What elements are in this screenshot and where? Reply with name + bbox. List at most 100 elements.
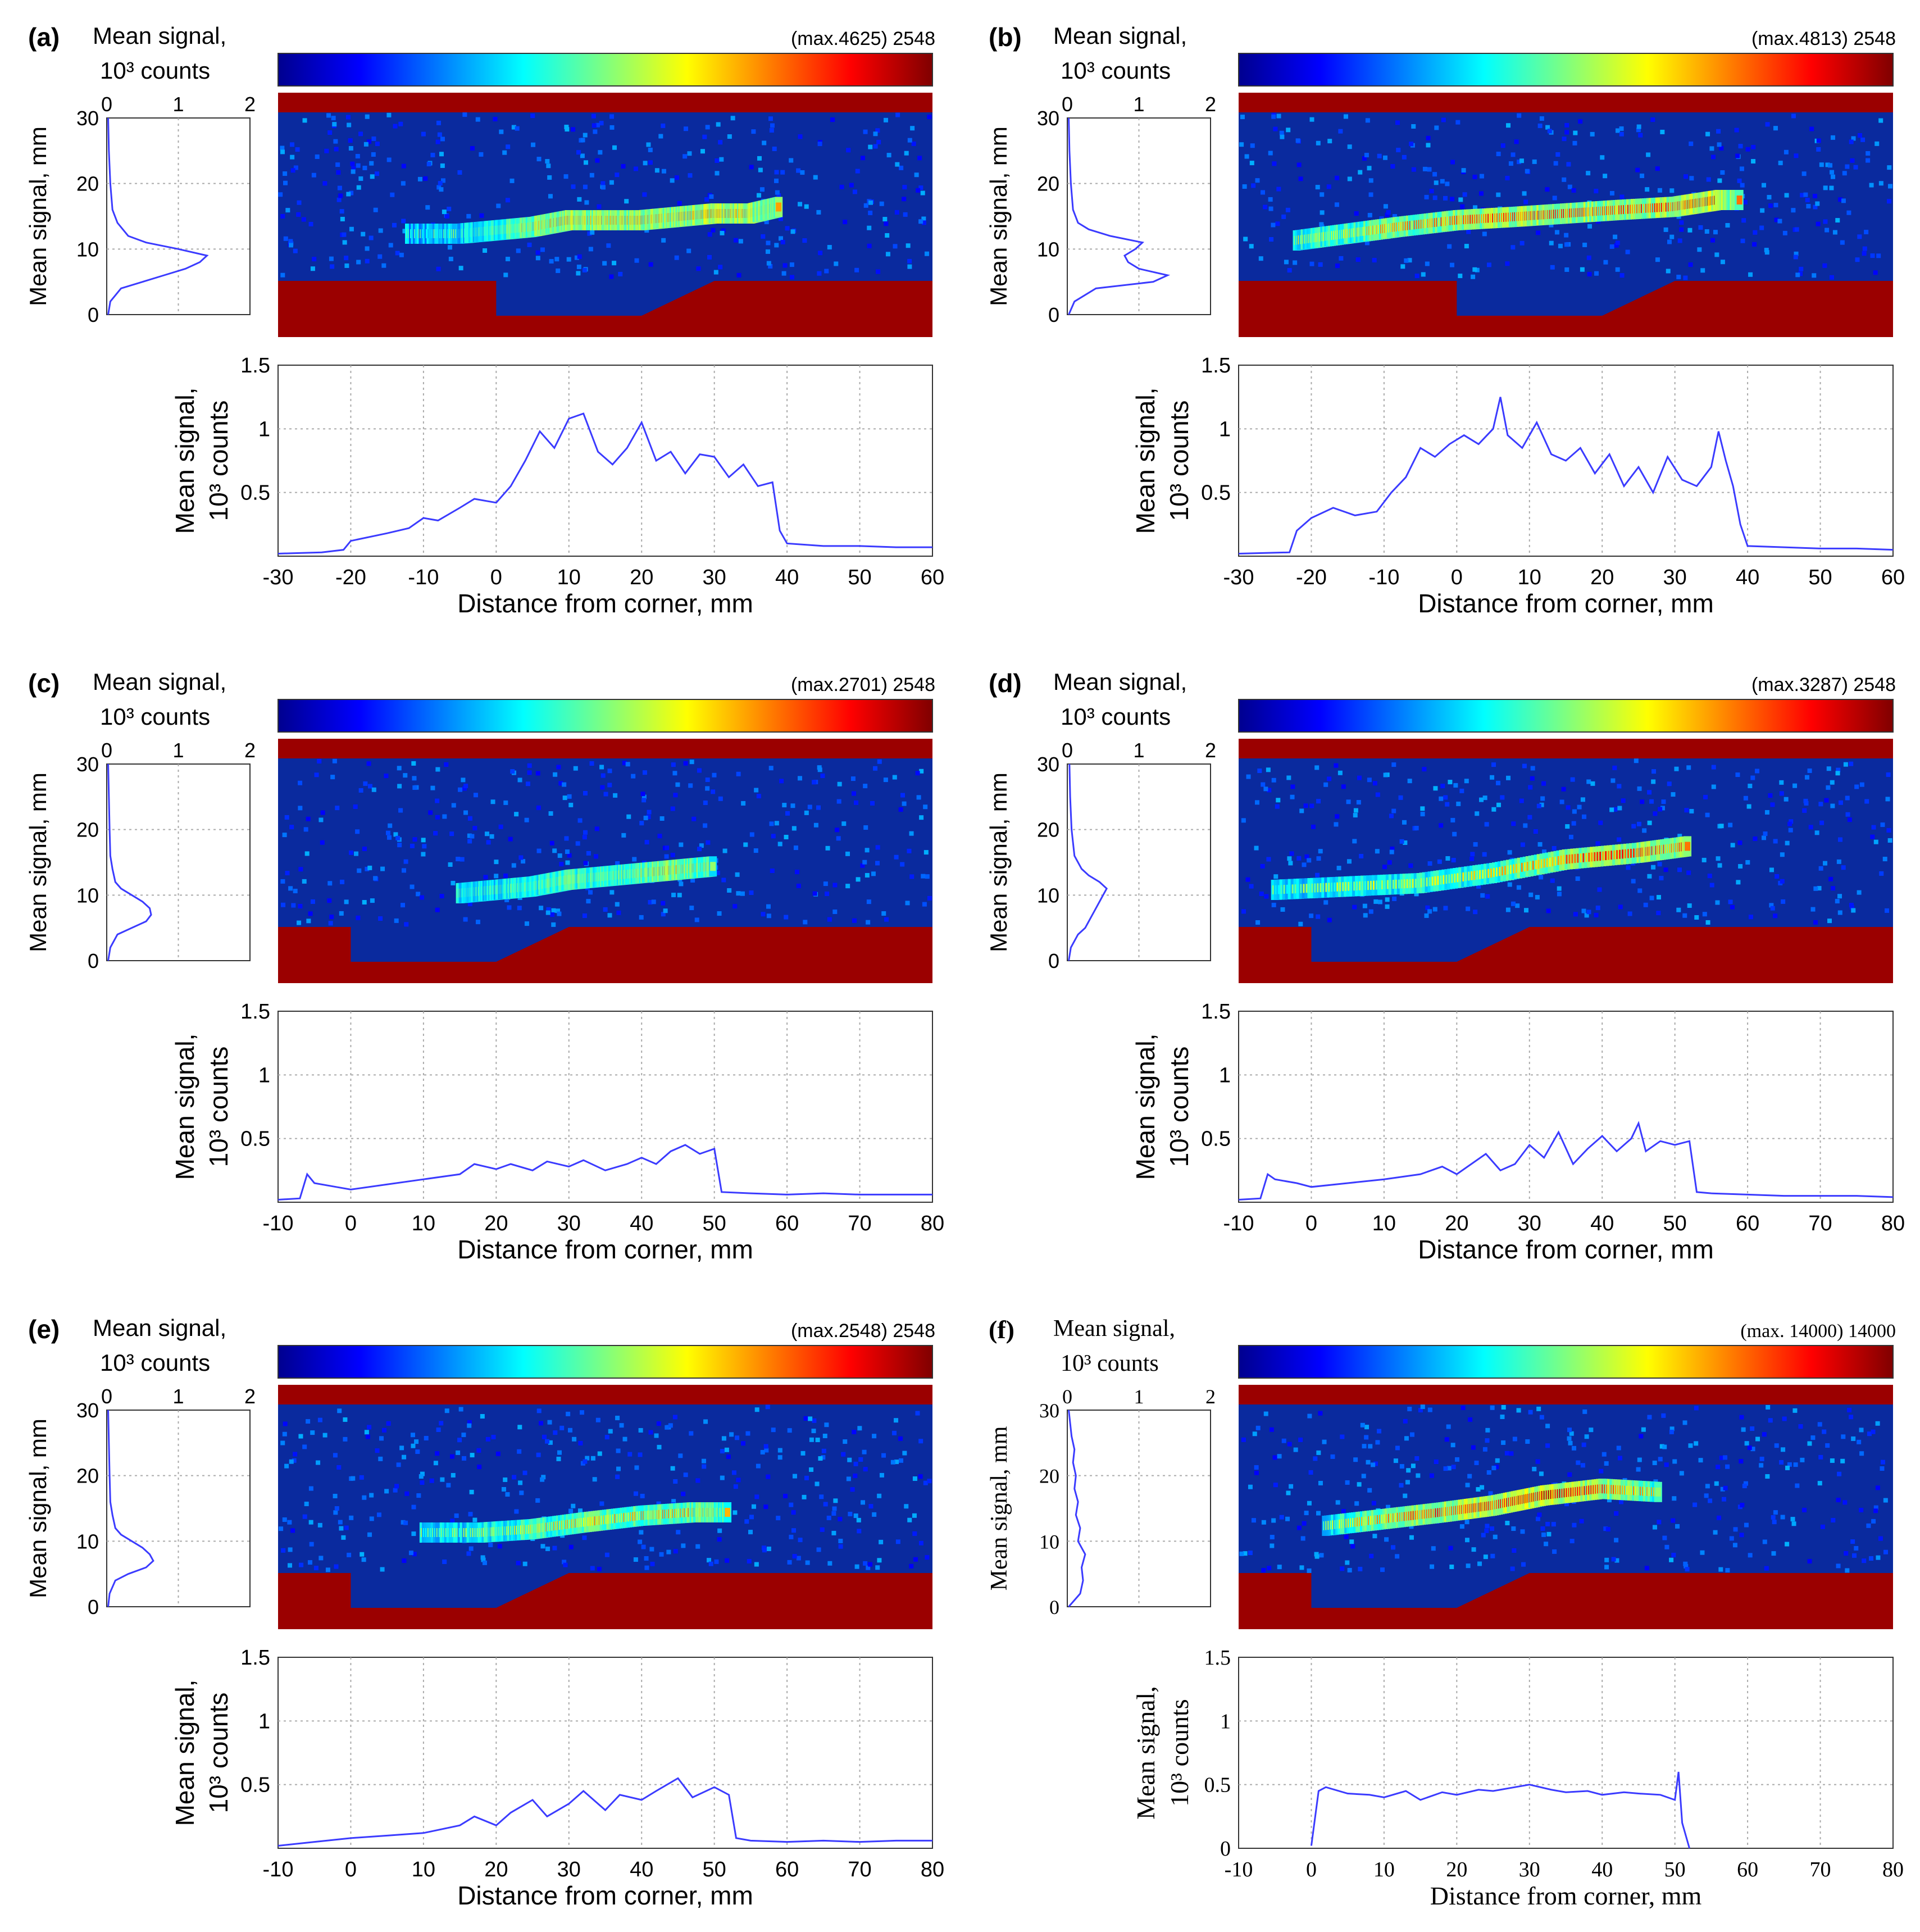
heatmap-noise-pixel bbox=[1817, 1422, 1822, 1427]
heatmap-noise-pixel bbox=[1266, 857, 1271, 862]
heatmap-noise-pixel bbox=[883, 778, 888, 783]
heatmap-noise-pixel bbox=[766, 240, 771, 246]
side-profile-xtick: 1 bbox=[1134, 1385, 1144, 1408]
heatmap-noise-pixel bbox=[664, 854, 669, 859]
heatmap-noise-pixel bbox=[1490, 1526, 1495, 1531]
heatmap-noise-pixel bbox=[670, 178, 675, 183]
heatmap-noise-pixel bbox=[646, 142, 651, 147]
heatmap-noise-pixel bbox=[873, 144, 878, 149]
heatmap-noise-pixel bbox=[589, 761, 594, 766]
heatmap-noise-pixel bbox=[1546, 1531, 1552, 1536]
heatmap-noise-pixel bbox=[1251, 1518, 1256, 1523]
heatmap-noise-pixel bbox=[1403, 840, 1408, 845]
heatmap-noise-pixel bbox=[355, 829, 360, 834]
heatmap-noise-pixel bbox=[437, 132, 442, 137]
heatmap-noise-pixel bbox=[549, 840, 554, 845]
heatmap-noise-pixel bbox=[1795, 272, 1800, 278]
heatmap-noise-pixel bbox=[1667, 239, 1672, 244]
heatmap-noise-pixel bbox=[1485, 1438, 1490, 1443]
heatmap-noise-pixel bbox=[369, 161, 374, 166]
heatmap-noise-pixel bbox=[703, 800, 708, 805]
heatmap-noise-pixel bbox=[1289, 851, 1294, 856]
heatmap-noise-pixel bbox=[306, 1419, 311, 1424]
heatmap-noise-pixel bbox=[1271, 902, 1276, 907]
heatmap-noise-pixel bbox=[1545, 187, 1550, 192]
heatmap-noise-pixel bbox=[641, 794, 647, 799]
heatmap-noise-pixel bbox=[538, 1421, 543, 1426]
heatmap-noise-pixel bbox=[535, 771, 540, 776]
heatmap-noise-pixel bbox=[1309, 261, 1314, 266]
heatmap-noise-pixel bbox=[1345, 1480, 1350, 1485]
heatmap-noise-pixel bbox=[1490, 1553, 1495, 1558]
heatmap-noise-pixel bbox=[670, 806, 675, 811]
heatmap-noise-pixel bbox=[879, 1539, 884, 1544]
heatmap-noise-pixel bbox=[1689, 808, 1694, 813]
heatmap-noise-pixel bbox=[1800, 1457, 1805, 1462]
heatmap-noise-pixel bbox=[1298, 176, 1303, 181]
heatmap-noise-pixel bbox=[600, 785, 605, 790]
heatmap-noise-pixel bbox=[302, 879, 307, 884]
heatmap-noise-pixel bbox=[1775, 874, 1780, 879]
heatmap-noise-pixel bbox=[1384, 1537, 1389, 1542]
colorbar bbox=[277, 1345, 933, 1379]
heatmap-noise-pixel bbox=[456, 1450, 461, 1455]
heatmap-noise-pixel bbox=[862, 1449, 867, 1454]
heatmap-noise-pixel bbox=[1603, 1526, 1608, 1531]
heatmap-noise-pixel bbox=[505, 1492, 510, 1497]
heatmap-noise-pixel bbox=[1590, 131, 1595, 137]
heatmap-noise-pixel bbox=[787, 1560, 792, 1565]
heatmap-noise-pixel bbox=[1464, 1520, 1469, 1525]
heatmap-noise-pixel bbox=[593, 129, 598, 134]
heatmap-noise-pixel bbox=[344, 263, 349, 268]
heatmap-noise-pixel bbox=[1355, 257, 1361, 262]
heatmap-noise-pixel bbox=[1849, 903, 1854, 908]
heatmap-noise-pixel bbox=[1636, 128, 1641, 133]
heatmap-noise-pixel bbox=[493, 117, 498, 122]
heatmap-noise-pixel bbox=[1508, 161, 1513, 166]
heatmap-noise-pixel bbox=[403, 859, 408, 864]
heatmap-noise-pixel bbox=[644, 840, 649, 845]
heatmap-noise-pixel bbox=[1443, 795, 1448, 800]
heatmap-noise-pixel bbox=[735, 872, 740, 877]
heatmap-noise-pixel bbox=[820, 773, 825, 778]
heatmap-noise-pixel bbox=[583, 160, 588, 165]
heatmap-noise-pixel bbox=[701, 1458, 706, 1463]
heatmap-noise-pixel bbox=[1512, 1437, 1517, 1442]
heatmap-noise-pixel bbox=[290, 1528, 295, 1533]
heatmap-noise-pixel bbox=[314, 772, 319, 778]
heatmap-noise-pixel bbox=[1485, 1524, 1490, 1529]
heatmap-noise-pixel bbox=[640, 1493, 645, 1498]
heatmap-noise-pixel bbox=[1493, 1534, 1498, 1539]
side-profile-ytick: 10 bbox=[1039, 1530, 1059, 1553]
heatmap-noise-pixel bbox=[615, 861, 620, 866]
heatmap-noise-pixel bbox=[1619, 131, 1624, 137]
heatmap-noise-pixel bbox=[923, 850, 929, 855]
heatmap-noise-pixel bbox=[1879, 871, 1884, 876]
heatmap-noise-pixel bbox=[1655, 257, 1660, 262]
heatmap-noise-pixel bbox=[297, 920, 302, 925]
side-profile-line bbox=[1068, 763, 1108, 961]
side-profile-ytick: 0 bbox=[1048, 949, 1059, 972]
heatmap-noise-pixel bbox=[1694, 1441, 1699, 1446]
heatmap-noise-pixel bbox=[397, 766, 402, 771]
heatmap-noise-pixel bbox=[1782, 1416, 1787, 1421]
heatmap-noise-pixel bbox=[1669, 1426, 1675, 1431]
heatmap-noise-pixel bbox=[424, 1435, 429, 1440]
heatmap-noise-pixel bbox=[1725, 1464, 1730, 1469]
heatmap-noise-pixel bbox=[393, 1488, 398, 1493]
heatmap-noise-pixel bbox=[1568, 834, 1573, 839]
side-profile-ytick: 10 bbox=[1037, 884, 1059, 907]
heatmap-noise-pixel bbox=[582, 267, 587, 272]
heatmap-noise-pixel bbox=[787, 1428, 792, 1433]
heatmap-noise-pixel bbox=[1471, 1445, 1476, 1450]
heatmap-noise-pixel bbox=[1311, 824, 1316, 829]
heatmap-noise-pixel bbox=[1864, 230, 1869, 235]
heatmap-noise-pixel bbox=[1482, 231, 1487, 237]
heatmap-noise-pixel bbox=[386, 112, 392, 117]
heatmap-noise-pixel bbox=[782, 803, 787, 808]
heatmap-noise-pixel bbox=[1778, 161, 1783, 166]
side-profile-ytick: 30 bbox=[1037, 753, 1059, 776]
heatmap-noise-pixel bbox=[659, 1552, 664, 1557]
heatmap-noise-pixel bbox=[1554, 230, 1559, 235]
heatmap-noise-pixel bbox=[1276, 798, 1281, 803]
